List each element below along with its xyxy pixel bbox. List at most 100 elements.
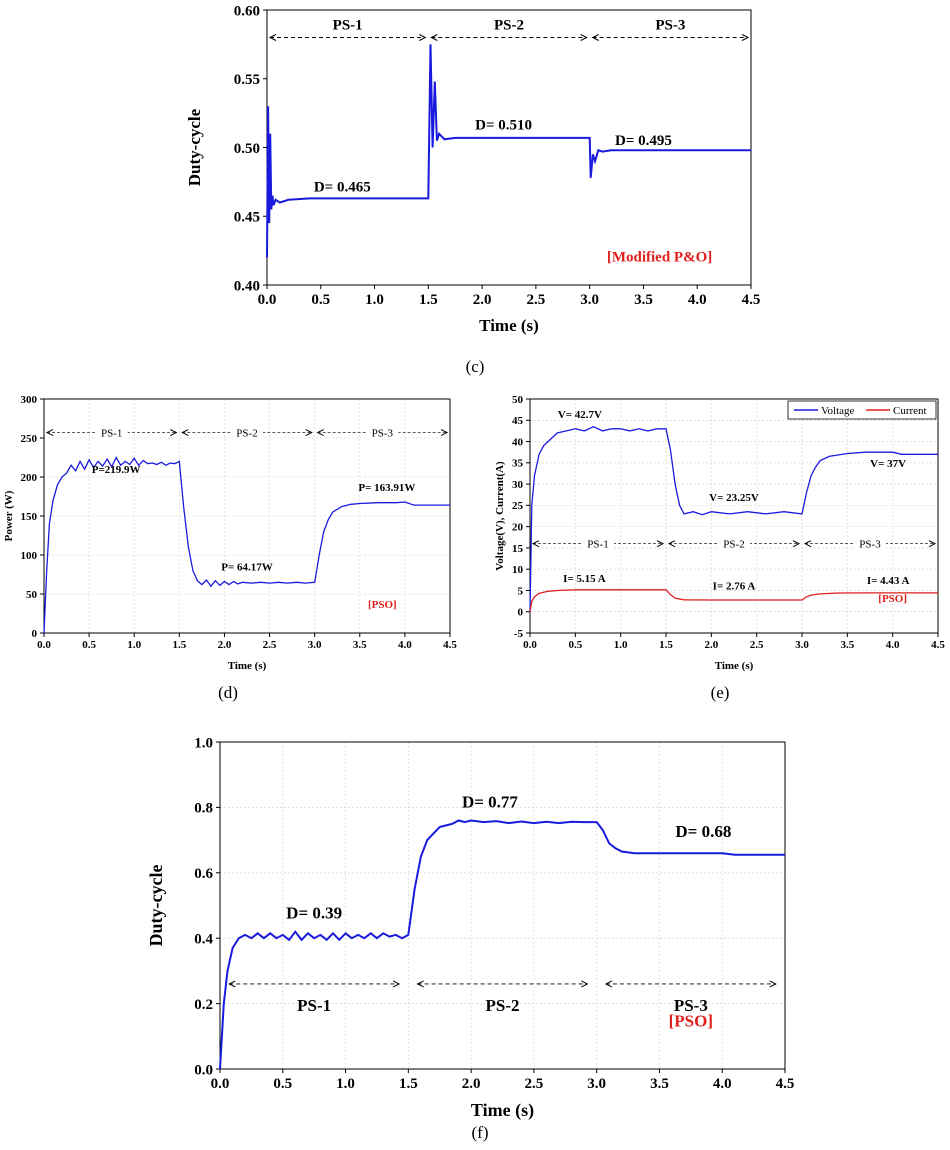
x-tick-label: 2.0: [473, 292, 492, 308]
value-annotation: D= 0.77: [462, 792, 518, 811]
x-tick-label: 1.5: [399, 1076, 418, 1092]
y-tick-label: 40: [512, 436, 524, 448]
segment-label: PS-3: [674, 996, 708, 1015]
x-tick-label: 2.5: [263, 639, 277, 651]
x-tick-label: 0.5: [568, 639, 582, 651]
segment-label: PS-1: [297, 996, 331, 1015]
segment-label: PS-3: [655, 18, 685, 34]
x-tick-label: 3.0: [587, 1076, 606, 1092]
arrow-head-left: [45, 429, 54, 436]
segment-label: PS-1: [333, 18, 363, 34]
value-annotation: D= 0.465: [314, 180, 371, 196]
x-tick-label: 3.5: [634, 292, 653, 308]
segment-label-bg: [582, 536, 614, 550]
x-tick-label: 2.0: [704, 639, 718, 651]
arrow-head-right: [580, 34, 588, 41]
x-tick-label: 2.0: [218, 639, 232, 651]
x-tick-label: 4.0: [886, 639, 900, 651]
arrow-head-left: [803, 540, 812, 548]
y-tick-label: 25: [512, 500, 524, 512]
value-annotation: V= 23.25V: [709, 492, 759, 504]
segment-label-bg: [366, 425, 399, 439]
x-axis-label: Time (s): [715, 660, 754, 672]
x-tick-label: 1.5: [659, 639, 673, 651]
x-tick-label: 3.5: [650, 1076, 669, 1092]
y-tick-label: 0: [518, 607, 524, 619]
method-tag: [PSO]: [878, 593, 907, 605]
arrow-head-right: [792, 540, 801, 548]
x-tick-label: 4.0: [398, 639, 412, 651]
segment-label: PS-3: [372, 428, 394, 440]
x-tick-label: 3.0: [308, 639, 322, 651]
x-tick-label: 2.5: [525, 1076, 544, 1092]
y-tick-label: 0: [32, 628, 38, 640]
legend-entry: Voltage: [821, 405, 855, 417]
arrow-head-left: [531, 540, 540, 548]
y-tick-label: 50: [26, 589, 38, 601]
arrow-head-right: [419, 34, 427, 41]
legend-entry: Current: [893, 405, 927, 417]
arrow-head-left: [604, 980, 613, 988]
chart-e-voltage-current-pso: 0.0 0.5 1.0 1.5 2.0 2.5 3.0 3.5 4.0 4.5 -5 0 5 10 15 20…: [494, 394, 945, 672]
segment-label-bg: [95, 425, 128, 439]
x-tick-label: 3.0: [580, 292, 599, 308]
y-tick-label: 15: [512, 543, 524, 555]
arrow-head-right: [928, 540, 937, 548]
y-tick-label: 35: [512, 458, 524, 470]
x-tick-label: 1.5: [172, 639, 186, 651]
y-axis-label: Power (W): [3, 490, 15, 541]
arrow-head-right: [581, 980, 589, 988]
legend-box: [787, 400, 937, 420]
x-axis-label: Time (s): [471, 1100, 534, 1121]
y-tick-label: 0.4: [194, 931, 213, 947]
method-tag: [PSO]: [669, 1011, 713, 1030]
arrow-head-left: [430, 34, 438, 41]
plot-frame: [529, 398, 939, 634]
arrow-head-right: [440, 429, 449, 436]
value-annotation: V= 37V: [870, 458, 906, 470]
segment-label: PS-1: [101, 428, 122, 440]
arrow-head-left: [416, 980, 424, 988]
y-tick-label: 0.6: [194, 866, 213, 882]
y-tick-label: 0.40: [234, 278, 260, 294]
arrow-head-left: [268, 34, 277, 41]
caption-c: (c): [466, 357, 485, 376]
y-tick-label: 45: [512, 415, 524, 427]
arrow-head-left: [667, 540, 676, 548]
segment-label: PS-1: [587, 539, 608, 551]
x-tick-label: 0.0: [523, 639, 537, 651]
method-tag: [PSO]: [368, 599, 397, 611]
value-annotation: V= 42.7V: [558, 409, 602, 421]
x-tick-label: 0.5: [311, 292, 330, 308]
value-annotation: D= 0.495: [615, 133, 672, 149]
segment-label-bg: [231, 425, 263, 439]
series-line-voltage: [529, 425, 938, 612]
x-tick-label: 1.0: [365, 292, 384, 308]
x-tick-label: 4.5: [443, 639, 457, 651]
series-line-current: [529, 589, 938, 612]
plot-frame: [219, 741, 786, 1070]
arrow-head-left: [591, 34, 599, 41]
x-tick-label: 0.0: [211, 1076, 230, 1092]
y-tick-label: 300: [21, 394, 38, 406]
y-tick-label: 50: [512, 394, 524, 406]
x-tick-label: 4.5: [931, 639, 945, 651]
y-axis-label: Duty-cycle: [146, 865, 166, 947]
y-tick-label: 200: [21, 472, 38, 484]
x-tick-label: 1.0: [336, 1076, 355, 1092]
y-tick-label: -5: [514, 628, 524, 640]
x-tick-label: 4.0: [713, 1076, 732, 1092]
value-annotation: I= 5.15 A: [563, 573, 606, 585]
y-axis-label: Duty-cycle: [185, 108, 204, 186]
x-tick-label: 4.0: [688, 292, 707, 308]
x-axis-label: Time (s): [479, 316, 539, 335]
value-annotation: I= 4.43 A: [867, 575, 910, 587]
x-tick-label: 0.5: [82, 639, 96, 651]
value-annotation: D= 0.510: [475, 118, 532, 134]
chart-d-power-pso: 0.0 0.5 1.0 1.5 2.0 2.5 3.0 3.5 4.0 4.5 0 50 100 150 2…: [3, 394, 457, 672]
y-tick-label: 0.55: [234, 72, 260, 88]
series-line-power: [43, 456, 450, 634]
x-tick-label: 0.0: [37, 639, 51, 651]
segment-label: PS-2: [723, 539, 744, 551]
